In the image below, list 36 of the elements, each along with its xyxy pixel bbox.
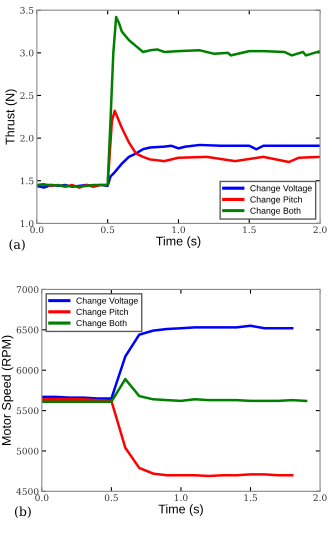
x-tick-label: 0.5: [104, 494, 118, 502]
legend-label: Change Voltage: [76, 297, 138, 306]
y-tick-label: 2.0: [20, 134, 34, 142]
x-axis-title: Time (s): [156, 236, 200, 248]
y-tick-label: 5000: [16, 448, 38, 455]
line-series: [42, 398, 294, 478]
x-tick-label: 1.5: [244, 494, 257, 502]
legend-label: Change Both: [76, 320, 126, 328]
legend-label: Change Pitch: [250, 196, 302, 204]
x-tick-label: 2.0: [313, 494, 327, 502]
x-axis-title: Time (s): [158, 504, 203, 516]
text: (a): [10, 239, 25, 251]
y-axis-title: Thrust (N): [5, 89, 17, 145]
legend-label: Change Pitch: [76, 308, 128, 317]
line-series: [42, 378, 308, 403]
x-tick-label: 0.0: [30, 226, 44, 234]
y-tick-label: 3.5: [20, 6, 34, 14]
x-tick-label: 1.0: [172, 226, 186, 234]
x-tick-label: 0.0: [35, 494, 48, 502]
y-tick-label: 7000: [16, 286, 38, 293]
y-axis-title: Motor Speed (RPM): [2, 336, 14, 445]
legend-label: Change Both: [250, 207, 300, 216]
x-tick-label: 1.0: [174, 494, 188, 502]
y-tick-label: 5500: [16, 407, 38, 414]
x-tick-label: 1.5: [243, 226, 256, 234]
y-tick-label: 1.0: [20, 220, 34, 227]
x-tick-label: 2.0: [313, 226, 327, 234]
y-tick-label: 6500: [16, 326, 38, 334]
text: (b): [15, 506, 31, 518]
y-tick-label: 3.0: [20, 50, 34, 56]
y-tick-label: 1.5: [20, 177, 34, 184]
y-tick-label: 2.5: [20, 92, 34, 100]
legend-label: Change Voltage: [250, 184, 312, 194]
x-tick-label: 0.5: [101, 226, 114, 234]
y-tick-label: 6000: [16, 366, 38, 374]
y-tick-label: 4500: [16, 488, 38, 495]
